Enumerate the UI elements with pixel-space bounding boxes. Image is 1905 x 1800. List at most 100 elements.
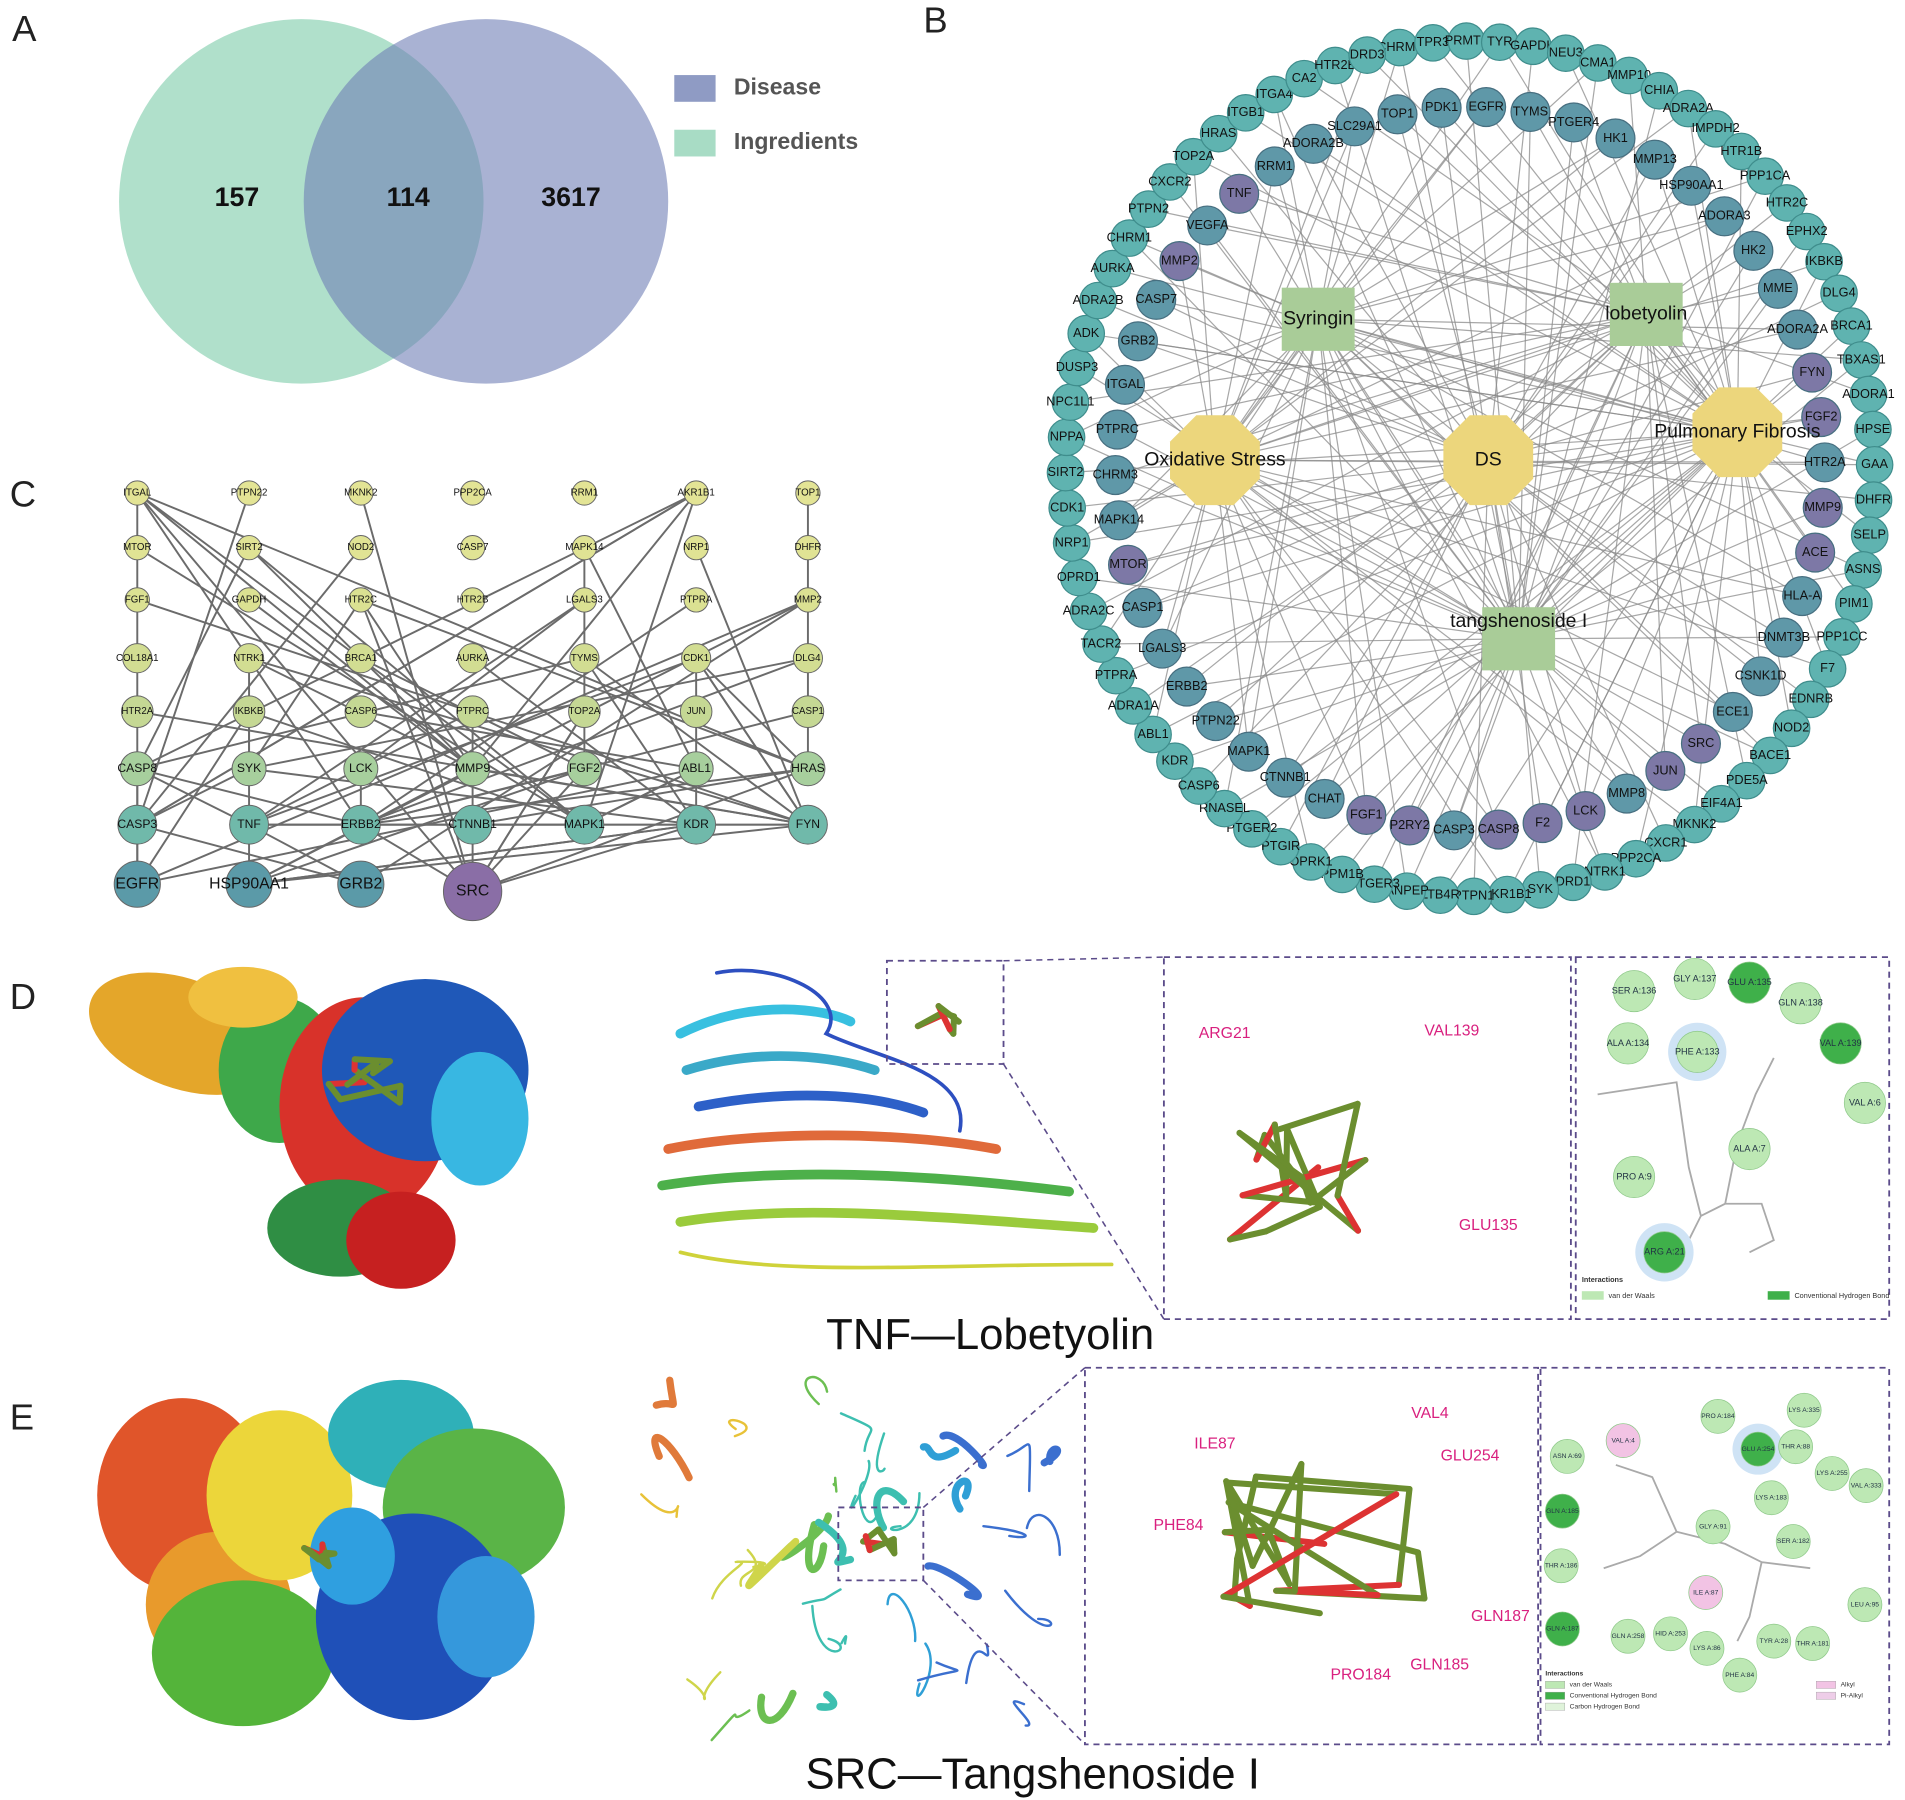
target-node	[1634, 139, 1675, 180]
target-node	[1097, 656, 1135, 695]
node-label: HRAS	[1201, 125, 1236, 140]
target-node	[1835, 585, 1873, 623]
protein-surface	[151, 1580, 335, 1727]
node-label: HTR2C	[345, 594, 377, 605]
protein-ribbon	[745, 1537, 800, 1590]
edge	[1115, 431, 1738, 677]
target-node	[1782, 576, 1823, 617]
node-label: ADRA2A	[1663, 100, 1715, 115]
gene-node	[113, 860, 161, 908]
ligand-bond	[1334, 1192, 1362, 1234]
gene-node	[459, 535, 486, 561]
node-label: ADK	[1073, 325, 1100, 340]
edge	[1317, 318, 1864, 571]
residue-label: GLU A:135	[1727, 977, 1772, 987]
legend-label: van der Waals	[1609, 1291, 1656, 1300]
residue-3d-label: GLN185	[1410, 1657, 1469, 1674]
edge	[1441, 107, 1489, 461]
edge	[360, 767, 809, 826]
target-node	[1082, 625, 1120, 663]
node-label: GRB2	[339, 875, 382, 892]
protein-ribbon	[916, 1642, 932, 1697]
gene-node	[566, 751, 602, 787]
node-label: ABL1	[1137, 726, 1168, 741]
edge	[136, 546, 585, 826]
edge	[360, 599, 697, 826]
gene-node	[117, 804, 158, 845]
target-node	[1606, 773, 1647, 814]
edge	[1518, 250, 1754, 640]
protein-ribbon	[1004, 1589, 1053, 1627]
node-label: TBXAS1	[1837, 351, 1886, 366]
residue-node	[1786, 1392, 1822, 1428]
residue-3d-label: GLU254	[1441, 1448, 1500, 1465]
protein-ribbon	[939, 1431, 987, 1470]
node-label: TACR2	[1081, 635, 1122, 650]
residue-node	[1814, 1456, 1850, 1491]
legend-swatch	[1545, 1691, 1566, 1700]
edge	[137, 823, 362, 886]
node-label: CTNNB1	[1260, 769, 1311, 784]
node-label: MKNK2	[1672, 816, 1716, 831]
residue-node	[1847, 1587, 1883, 1623]
residue-label: LEU A:95	[1851, 1601, 1879, 1608]
target-node	[1114, 687, 1153, 725]
protein-ribbon	[886, 1592, 917, 1643]
target-node	[1820, 274, 1858, 313]
edge	[1137, 340, 1489, 461]
gene-node	[795, 480, 821, 506]
node-label: HPSE	[1856, 421, 1891, 436]
edge	[360, 599, 585, 770]
node-label: PDE5A	[1726, 772, 1768, 787]
ligand-bond	[914, 1009, 946, 1030]
residue-label: GLN A:138	[1778, 998, 1823, 1008]
node-label: HSP90AA1	[209, 875, 289, 892]
edge	[1687, 108, 1738, 433]
gene-node	[236, 480, 262, 506]
residue-label: LYS A:183	[1756, 1495, 1787, 1502]
hub-node	[1170, 415, 1260, 506]
node-label: CASP6	[1178, 777, 1220, 792]
node-label: PTPRC	[456, 706, 489, 717]
legend-swatch	[1816, 1691, 1836, 1700]
venn-count: 114	[387, 182, 430, 212]
residue-label: ILE A:87	[1693, 1589, 1719, 1596]
node-label: JUN	[687, 706, 706, 717]
node-label: KDR	[683, 817, 709, 831]
edge	[1529, 111, 1647, 315]
legend-swatch	[1816, 1681, 1836, 1689]
gene-node	[232, 695, 266, 728]
edge	[1318, 318, 1738, 433]
target-node	[1187, 205, 1228, 246]
target-node	[1795, 532, 1836, 573]
protein-ribbon	[728, 1418, 748, 1438]
edge	[1317, 319, 1408, 892]
target-node	[1792, 352, 1833, 393]
node-label: GAPDH	[1510, 38, 1555, 53]
node-label: BRCA1	[1830, 318, 1873, 333]
node-label: CASP6	[345, 706, 377, 717]
edge	[1215, 313, 1647, 722]
edge	[1318, 318, 1862, 361]
node-label: ACE	[1802, 544, 1828, 559]
node-label: DHFR	[1856, 491, 1891, 506]
edge	[1207, 224, 1647, 316]
node-label: PPM1B	[1321, 866, 1364, 881]
node-label: TPR3	[1417, 34, 1450, 49]
node-label: JUN	[1653, 762, 1678, 777]
protein-surface	[346, 1191, 456, 1289]
edge	[1284, 459, 1489, 779]
target-node	[1696, 109, 1735, 148]
target-node	[1067, 314, 1106, 353]
gene-node	[121, 695, 154, 728]
ligand-bond	[1252, 1473, 1413, 1493]
hub-label: Oxidative Stress	[1144, 448, 1286, 470]
gene-node	[683, 480, 709, 506]
node-label: DLG4	[1822, 285, 1855, 300]
legend-label: Disease	[734, 74, 821, 100]
residue-label: THR A:88	[1781, 1443, 1810, 1450]
protein-ribbon	[965, 1643, 990, 1685]
node-label: SELP	[1853, 527, 1886, 542]
node-label: ITGAL	[1107, 376, 1144, 391]
target-node	[1675, 805, 1714, 844]
